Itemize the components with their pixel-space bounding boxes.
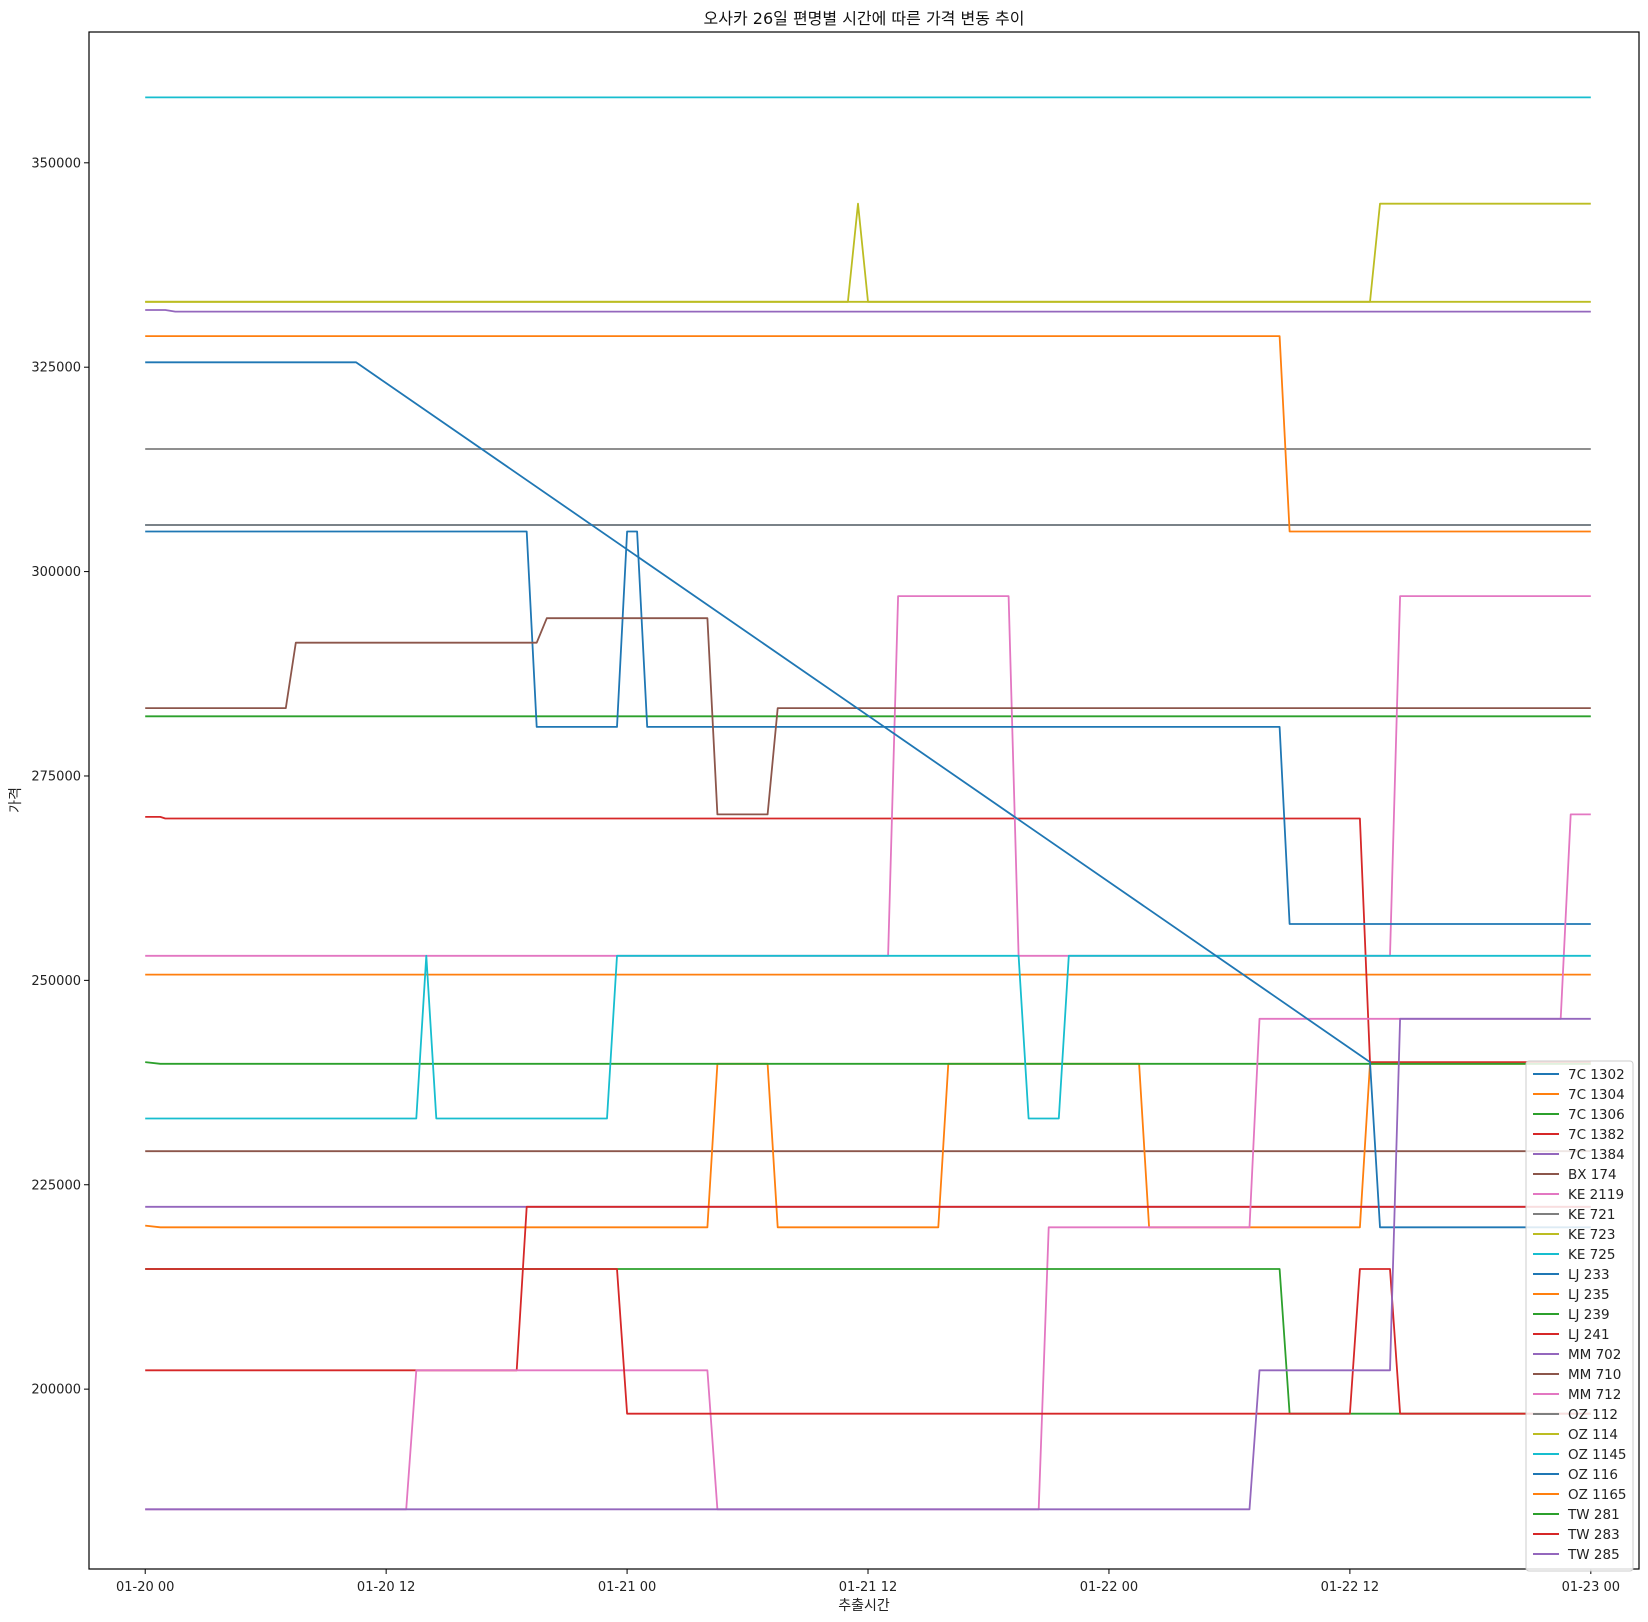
series-line-oz-1145 xyxy=(145,954,1591,1120)
legend-entry-label: TW 285 xyxy=(1567,1547,1620,1563)
series-line-tw-285 xyxy=(145,1017,1591,1511)
legend-entry-label: OZ 1165 xyxy=(1568,1487,1627,1503)
legend-entry-label: OZ 116 xyxy=(1568,1467,1618,1483)
plot-frame xyxy=(88,31,1640,1570)
series-line-mm-712 xyxy=(145,813,1591,1511)
series-line-oz-1165 xyxy=(145,335,1591,533)
legend-entry-label: OZ 114 xyxy=(1568,1427,1618,1443)
x-axis: 01-20 00 01-20 12 01-21 00 01-21 12 01-22 00… xyxy=(116,1569,1620,1595)
x-tick-label: 01-21 12 xyxy=(839,1580,897,1595)
legend-entry-label: KE 721 xyxy=(1568,1207,1615,1223)
legend-entry-label: KE 723 xyxy=(1568,1227,1615,1243)
series-line-lj-233 xyxy=(145,530,1591,925)
x-tick-label: 01-22 12 xyxy=(1321,1580,1379,1595)
legend-entry-label: TW 283 xyxy=(1567,1527,1620,1543)
legend-entry-label: TW 281 xyxy=(1567,1507,1620,1523)
legend-entry-label: LJ 239 xyxy=(1568,1307,1610,1323)
legend-entry-label: OZ 1145 xyxy=(1568,1447,1627,1463)
legend-entry-label: KE 2119 xyxy=(1568,1187,1624,1203)
y-tick-label: 325000 xyxy=(31,361,81,376)
series-line-lj-241 xyxy=(145,1205,1591,1372)
legend-entry-label: 7C 1382 xyxy=(1568,1127,1625,1143)
series-line-mm-702 xyxy=(145,309,1591,313)
legend-entry-label: MM 710 xyxy=(1568,1367,1621,1383)
legend-box xyxy=(1525,1060,1634,1572)
y-axis: 200000 225000 250000 275000 300000 325000 3500… xyxy=(31,156,89,1398)
chart-title: 오사카 26일 편명별 시간에 따른 가격 변동 추이 xyxy=(704,9,1025,28)
legend-entry-label: 7C 1384 xyxy=(1568,1147,1625,1163)
y-axis-title: 가격 xyxy=(8,787,24,813)
legend-entry-label: KE 725 xyxy=(1568,1247,1615,1263)
x-tick-label: 01-21 00 xyxy=(598,1580,656,1595)
series-line-tw-283 xyxy=(145,1268,1591,1415)
y-tick-label: 350000 xyxy=(31,156,81,171)
legend-entry-label: OZ 112 xyxy=(1568,1407,1618,1423)
legend: 7C 1302 7C 1304 7C 1306 7C 1382 7C 1384 BX 17… xyxy=(1525,1060,1634,1572)
series-line-7c-1382 xyxy=(145,816,1591,1063)
x-tick-label: 01-23 00 xyxy=(1562,1580,1620,1595)
x-tick-label: 01-20 12 xyxy=(357,1580,415,1595)
y-tick-label: 200000 xyxy=(31,1383,81,1398)
legend-entry-label: 7C 1306 xyxy=(1568,1107,1625,1123)
series-line-ke-723 xyxy=(145,202,1591,303)
legend-entry-label: BX 174 xyxy=(1568,1167,1617,1183)
series-line-ke-2119 xyxy=(145,595,1591,957)
series-line-lj-239 xyxy=(145,1061,1591,1065)
legend-entry-label: MM 712 xyxy=(1568,1387,1621,1403)
series-line-lj-235 xyxy=(145,1062,1591,1229)
series-line-mm-710 xyxy=(145,617,1591,816)
legend-entry-label: LJ 235 xyxy=(1568,1287,1610,1303)
y-tick-label: 250000 xyxy=(31,974,81,989)
legend-entry-label: LJ 233 xyxy=(1568,1267,1610,1283)
legend-entry-label: 7C 1302 xyxy=(1568,1067,1625,1083)
series-line-oz-116 xyxy=(145,361,1591,1229)
legend-entry-label: 7C 1304 xyxy=(1568,1087,1625,1103)
y-tick-label: 225000 xyxy=(31,1178,81,1193)
x-tick-label: 01-22 00 xyxy=(1080,1580,1138,1595)
legend-entry-label: MM 702 xyxy=(1568,1347,1621,1363)
series-layer xyxy=(145,96,1591,1511)
series-line-tw-281 xyxy=(145,1268,1591,1415)
y-tick-label: 275000 xyxy=(31,769,81,784)
y-tick-label: 300000 xyxy=(31,565,81,580)
legend-entry-label: LJ 241 xyxy=(1568,1327,1610,1343)
x-axis-title: 추출시간 xyxy=(838,1598,890,1614)
x-tick-label: 01-20 00 xyxy=(116,1580,174,1595)
